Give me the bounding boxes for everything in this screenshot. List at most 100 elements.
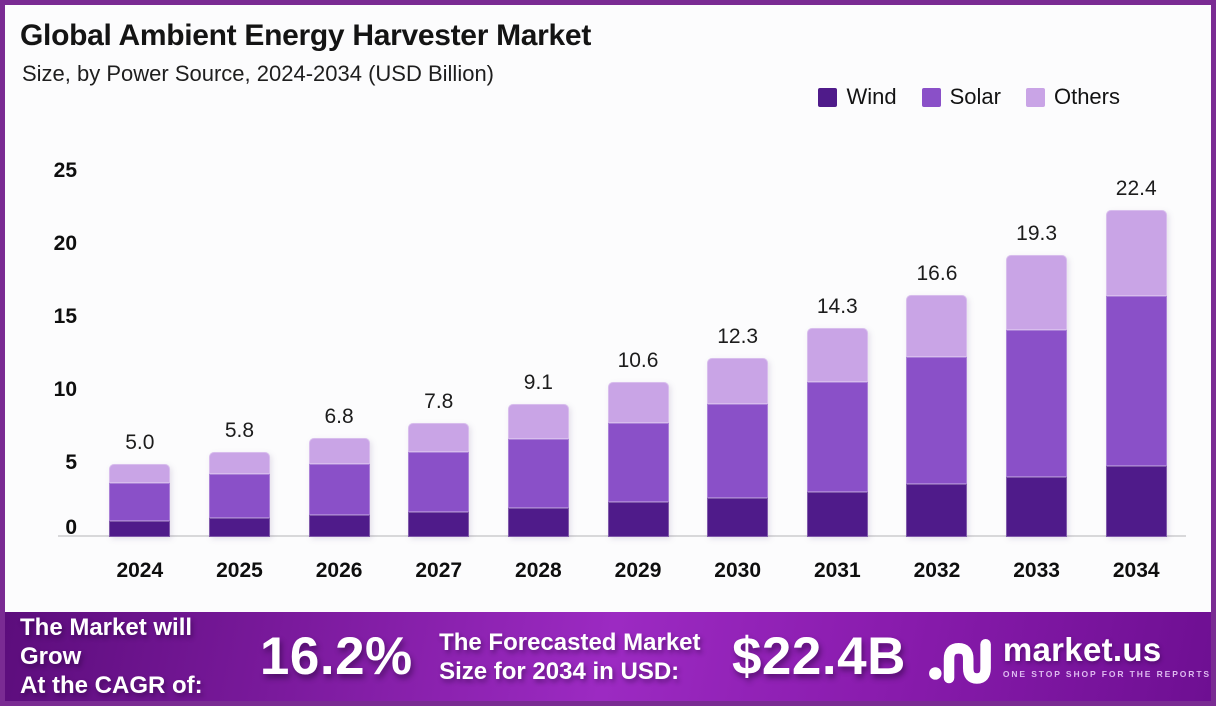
- x-axis-label: 2028: [515, 559, 562, 582]
- bar-stack: [906, 294, 968, 537]
- forecast-caption-line2: Size for 2034 in USD:: [439, 657, 680, 685]
- x-axis-label: 2027: [415, 559, 463, 582]
- bar-segment-wind: [1006, 477, 1068, 537]
- bar-segment-wind: [109, 520, 171, 537]
- forecast-value: $22.4B: [731, 627, 906, 686]
- y-axis-tick-label: 20: [53, 232, 77, 255]
- bar-segment-solar: [1006, 329, 1068, 478]
- x-axis-label: 2031: [813, 559, 861, 582]
- legend-item-wind: Wind: [818, 84, 897, 110]
- marketus-logo: market.us ONE STOP SHOP FOR THE REPORTS: [928, 628, 1211, 686]
- bars-plot: 5.0 2024 5.8 2025 6.8 2026 7.8 2027 9.1 2028 10.6 2…: [90, 172, 1186, 582]
- bar-segment-solar: [806, 382, 868, 492]
- x-axis-label: 2034: [1112, 559, 1160, 582]
- bar-segment-solar: [308, 464, 370, 516]
- bar-stack: [208, 452, 270, 537]
- bar-stack: [806, 328, 868, 537]
- legend-item-others: Others: [1025, 84, 1120, 110]
- bar-segment-wind: [707, 497, 769, 537]
- bar-column-2026: 6.8 2026: [289, 172, 389, 582]
- cagr-value: 16.2%: [259, 627, 413, 686]
- page-subtitle: Size, by Power Source, 2024-2034 (USD Bi…: [22, 61, 495, 86]
- legend-item-solar: Solar: [921, 84, 1001, 110]
- brand-tagline: ONE STOP SHOP FOR THE REPORTS: [1002, 669, 1211, 679]
- bar-total-label: 5.0: [125, 430, 155, 454]
- bar-total-label: 9.1: [523, 371, 553, 395]
- bar-total-label: 7.8: [424, 390, 454, 414]
- y-axis-tick-label: 15: [53, 305, 77, 328]
- header: Global Ambient Energy Harvester Market S…: [20, 19, 591, 87]
- cagr-caption-line2: At the CAGR of:: [20, 672, 203, 699]
- bar-segment-others: [308, 437, 370, 465]
- bar-segment-others: [1105, 210, 1167, 297]
- bar-column-2028: 9.1 2028: [489, 172, 589, 582]
- x-axis-label: 2029: [614, 559, 662, 582]
- bar-column-2032: 16.6 2032: [887, 172, 987, 582]
- bar-total-label: 5.8: [224, 419, 255, 443]
- bar-segment-others: [707, 357, 769, 405]
- marketus-monogram-icon: [928, 638, 991, 684]
- page-title: Global Ambient Energy Harvester Market: [20, 19, 592, 52]
- bar-segment-others: [208, 452, 270, 475]
- bar-segment-solar: [906, 357, 968, 485]
- y-axis-tick-label: 5: [65, 451, 77, 474]
- x-axis-label: 2024: [116, 559, 164, 582]
- bar-segment-wind: [806, 491, 868, 537]
- legend: Wind Solar Others: [818, 84, 1120, 110]
- forecast-caption: The Forecasted Market Size for 2034 in U…: [439, 628, 728, 686]
- bar-total-label: 16.6: [916, 261, 958, 285]
- x-axis-label: 2033: [1013, 559, 1060, 582]
- forecast-caption-line1: The Forecasted Market: [439, 628, 701, 656]
- bar-column-2033: 19.3 2033: [987, 172, 1087, 582]
- cagr-caption-line1: The Market will Grow: [20, 614, 193, 670]
- bar-column-2025: 5.8 2025: [190, 172, 290, 582]
- bar-segment-wind: [408, 512, 470, 537]
- bar-segment-wind: [906, 484, 968, 537]
- x-axis-label: 2025: [216, 559, 263, 582]
- bar-segment-others: [1006, 255, 1068, 330]
- bar-total-label: 22.4: [1115, 177, 1157, 201]
- bar-total-label: 6.8: [324, 404, 354, 428]
- bar-segment-solar: [1105, 296, 1167, 466]
- y-axis-tick-label: 0: [65, 516, 77, 539]
- legend-label: Wind: [846, 84, 897, 109]
- others-swatch-icon: [1025, 87, 1045, 107]
- marketus-logo-text: market.us ONE STOP SHOP FOR THE REPORTS: [1002, 631, 1211, 679]
- bar-column-2031: 14.3 2031: [787, 172, 887, 582]
- bar-total-label: 10.6: [617, 349, 659, 373]
- bar-total-label: 12.3: [717, 324, 759, 348]
- bar-segment-solar: [507, 439, 569, 508]
- bar-segment-solar: [208, 474, 270, 518]
- bar-stack: [1105, 210, 1167, 537]
- bar-segment-wind: [1105, 465, 1167, 537]
- bar-column-2034: 22.4 2034: [1086, 172, 1186, 582]
- bar-stack: [607, 382, 669, 537]
- bar-total-label: 14.3: [816, 295, 858, 319]
- bar-segment-others: [607, 382, 669, 424]
- bar-segment-solar: [408, 452, 470, 513]
- brand-name: market.us: [1002, 631, 1162, 668]
- bar-segment-solar: [109, 482, 171, 521]
- legend-label: Solar: [949, 84, 1001, 109]
- bar-segment-solar: [607, 423, 669, 502]
- bar-stack: [507, 404, 569, 537]
- x-axis-label: 2026: [315, 559, 363, 582]
- bar-segment-solar: [707, 404, 769, 498]
- bar-segment-others: [906, 294, 968, 358]
- bar-segment-others: [408, 423, 470, 453]
- bar-column-2027: 7.8 2027: [389, 172, 489, 582]
- bar-total-label: 19.3: [1016, 222, 1058, 246]
- wind-swatch-icon: [818, 87, 838, 107]
- y-axis-tick-label: 10: [53, 378, 77, 401]
- solar-swatch-icon: [921, 87, 941, 107]
- bar-column-2029: 10.6 2029: [588, 172, 688, 582]
- y-axis-tick-label: 25: [53, 159, 77, 182]
- bar-stack: [408, 423, 470, 537]
- bar-stack: [1006, 255, 1068, 537]
- bar-segment-wind: [507, 507, 569, 537]
- bar-segment-wind: [607, 502, 669, 537]
- bar-segment-wind: [208, 518, 270, 537]
- bar-stack: [707, 357, 769, 537]
- bar-stack: [308, 437, 370, 537]
